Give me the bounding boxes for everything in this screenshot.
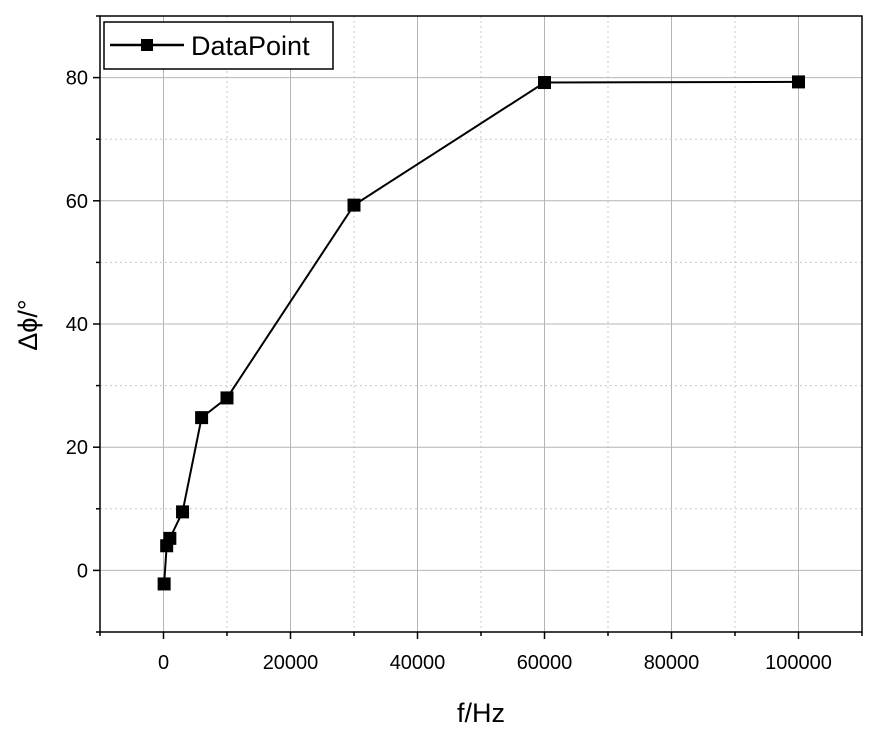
y-axis-title: Δϕ/°	[13, 299, 43, 350]
y-tick-label: 0	[77, 560, 88, 582]
data-point	[538, 76, 551, 90]
data-point	[157, 577, 171, 591]
data-point	[176, 505, 190, 519]
legend-marker	[141, 39, 153, 51]
x-tick-label: 0	[158, 652, 169, 674]
data-point	[195, 411, 209, 425]
x-tick-label: 60000	[517, 652, 573, 674]
data-point	[347, 198, 361, 212]
legend: DataPoint	[103, 21, 334, 70]
y-tick-label: 40	[66, 314, 88, 336]
data-point	[792, 75, 805, 89]
x-tick-label: 40000	[390, 652, 446, 674]
series	[157, 75, 805, 591]
y-tick-label: 60	[66, 191, 88, 213]
axes	[93, 15, 863, 639]
data-point	[163, 531, 177, 545]
tick-labels: 0 20000 40000 60000 80000 100000 0 20 40 60 80	[66, 68, 832, 674]
x-tick-label: 100000	[765, 652, 832, 674]
x-axis-title: f/Hz	[457, 698, 505, 728]
legend-label: DataPoint	[191, 31, 310, 61]
y-tick-label: 80	[66, 68, 88, 90]
x-tick-label: 20000	[263, 652, 319, 674]
data-point	[220, 391, 234, 405]
grid	[100, 16, 862, 632]
x-tick-label: 80000	[644, 652, 700, 674]
y-tick-label: 20	[66, 437, 88, 459]
